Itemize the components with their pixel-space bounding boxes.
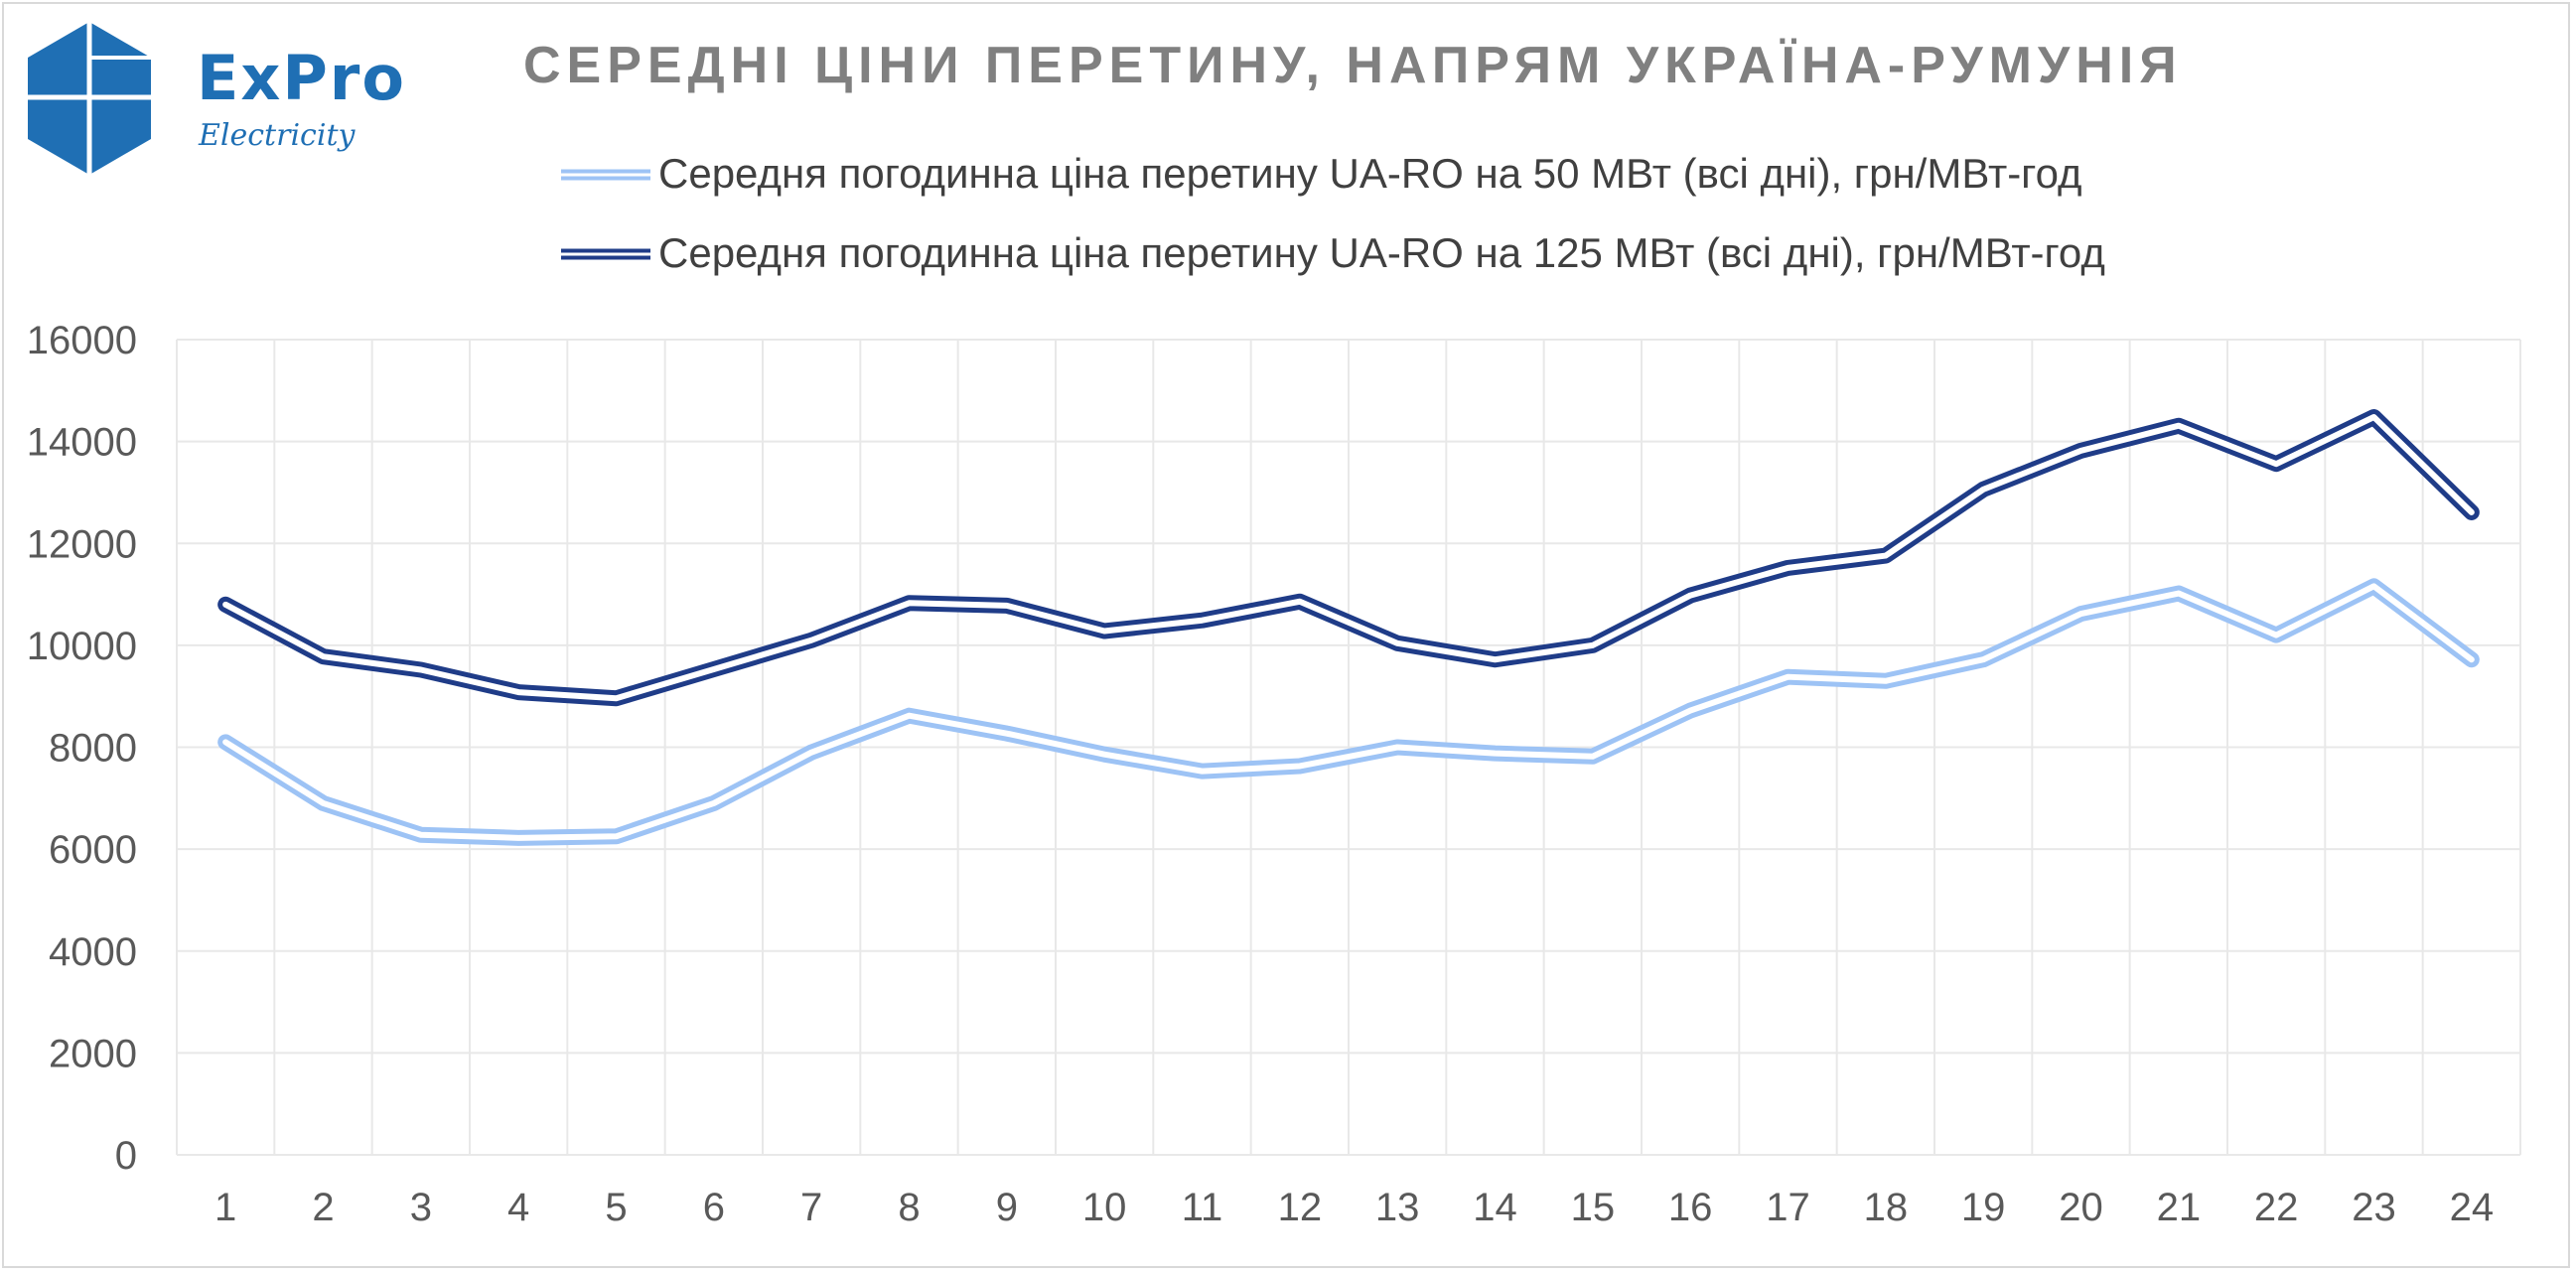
x-tick-label: 6 [703, 1186, 725, 1229]
x-tick-label: 3 [410, 1186, 432, 1229]
x-tick-label: 23 [2352, 1186, 2396, 1229]
gridlines [176, 339, 2521, 1156]
x-tick-label: 12 [1278, 1186, 1323, 1229]
chart-title: СЕРЕДНІ ЦІНИ ПЕРЕТИНУ, НАПРЯМ УКРАЇНА-РУ… [523, 37, 2183, 94]
x-tick-label: 15 [1571, 1186, 1616, 1229]
series-line-125mw [217, 408, 2480, 707]
x-tick-label: 19 [1961, 1186, 2006, 1229]
x-tick-label: 1 [215, 1186, 236, 1229]
y-tick-label: 8000 [49, 727, 137, 771]
y-tick-label: 0 [115, 1134, 137, 1178]
legend-label-50mw: Середня погодинна ціна перетину UA-RO на… [658, 150, 2082, 197]
x-tick-label: 8 [898, 1186, 920, 1229]
y-tick-label: 2000 [49, 1032, 137, 1075]
x-tick-label: 17 [1766, 1186, 1810, 1229]
x-axis: 1 2 3 4 5 6 7 8 9 10 11 12 13 14 15 16 17 18 19 20 21 22 23 24 [215, 1186, 2494, 1229]
legend-swatch-125mw [561, 248, 650, 260]
series-line-50mw [217, 578, 2480, 846]
x-tick-label: 2 [312, 1186, 334, 1229]
y-tick-label: 10000 [27, 625, 137, 668]
series-lines [217, 408, 2480, 846]
logo-subtitle: Electricity [199, 118, 356, 153]
y-tick-label: 16000 [27, 319, 137, 362]
x-tick-label: 18 [1864, 1186, 1909, 1229]
x-tick-label: 13 [1375, 1186, 1420, 1229]
series-line-inner [222, 583, 2475, 841]
x-tick-label: 14 [1473, 1186, 1517, 1229]
hexagon-logo-icon [28, 22, 151, 175]
x-tick-label: 16 [1668, 1186, 1713, 1229]
series-line-inner [222, 413, 2475, 702]
x-tick-label: 7 [800, 1186, 822, 1229]
x-tick-label: 11 [1182, 1186, 1223, 1229]
y-tick-label: 12000 [27, 522, 137, 566]
x-tick-label: 5 [605, 1186, 627, 1229]
x-tick-label: 20 [2059, 1186, 2103, 1229]
y-tick-label: 4000 [49, 930, 137, 974]
x-tick-label: 10 [1082, 1186, 1127, 1229]
y-tick-label: 14000 [27, 421, 137, 465]
x-tick-label: 24 [2450, 1186, 2495, 1229]
logo-brand: ExPro [197, 42, 406, 114]
x-tick-label: 22 [2254, 1186, 2299, 1229]
x-tick-label: 21 [2157, 1186, 2202, 1229]
legend-label-125mw: Середня погодинна ціна перетину UA-RO на… [658, 229, 2105, 276]
x-tick-label: 9 [996, 1186, 1018, 1229]
y-axis: 0 2000 4000 6000 8000 10000 12000 14000 16000 [27, 319, 137, 1178]
expro-logo: ExPro Electricity [20, 18, 437, 177]
legend-swatch-50mw [561, 169, 650, 181]
x-tick-label: 4 [507, 1186, 529, 1229]
y-tick-label: 6000 [49, 828, 137, 872]
